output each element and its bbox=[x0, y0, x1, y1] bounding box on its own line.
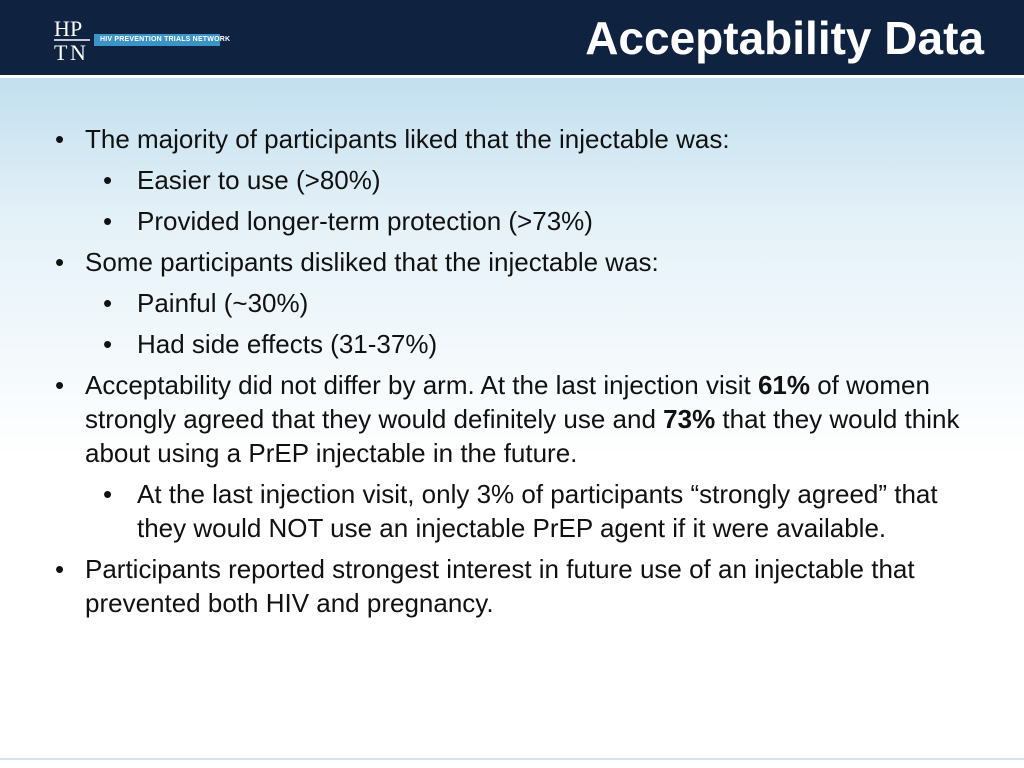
svg-text:P: P bbox=[70, 16, 82, 41]
bullet-text: Some participants disliked that the inje… bbox=[85, 247, 659, 277]
stat-73-percent: 73% bbox=[663, 404, 716, 434]
bullet-icon: • bbox=[55, 247, 65, 277]
logo-banner: HIV PREVENTION TRIALS NETWORK bbox=[94, 34, 230, 46]
bullet-text: At the last injection visit, only 3% of … bbox=[137, 479, 938, 543]
bullet-text-part: of women strongly agreed that they would… bbox=[85, 370, 930, 434]
bullet-icon: • bbox=[55, 554, 65, 584]
bullet-text: Easier to use (>80%) bbox=[137, 165, 381, 195]
sub-bullet-easier: • Easier to use (>80%) bbox=[55, 163, 975, 197]
bullet-icon: • bbox=[103, 206, 113, 236]
stat-61-percent: 61% bbox=[757, 370, 810, 400]
header-bar: H P T N HIV PREVENTION TRIALS NETWORK Ac… bbox=[0, 0, 1024, 75]
page-title: Acceptability Data bbox=[585, 12, 984, 64]
bullet-icon: • bbox=[103, 165, 113, 195]
svg-text:H: H bbox=[54, 16, 70, 41]
bullet-majority-liked: • The majority of participants liked tha… bbox=[55, 122, 975, 156]
content-background bbox=[0, 78, 1024, 768]
bullet-text: The majority of participants liked that … bbox=[85, 124, 730, 154]
bullet-future-interest: • Participants reported strongest intere… bbox=[55, 552, 975, 620]
bullet-icon: • bbox=[103, 288, 113, 318]
hptn-logo: H P T N HIV PREVENTION TRIALS NETWORK bbox=[50, 14, 230, 66]
bullet-text-part: Acceptability did not differ by arm. At … bbox=[85, 370, 758, 400]
hptn-logo-mark: H P T N bbox=[54, 16, 90, 65]
bullet-icon: • bbox=[55, 370, 65, 400]
bullet-some-disliked: • Some participants disliked that the in… bbox=[55, 245, 975, 279]
bullet-icon: • bbox=[103, 329, 113, 359]
bullet-text: Participants reported strongest interest… bbox=[85, 554, 915, 618]
bullet-text: Painful (~30%) bbox=[137, 288, 309, 318]
svg-text:T: T bbox=[54, 40, 68, 65]
footer-divider bbox=[0, 758, 1024, 760]
slide-body: • The majority of participants liked tha… bbox=[55, 122, 975, 627]
sub-bullet-not-use: • At the last injection visit, only 3% o… bbox=[55, 477, 975, 545]
header-divider bbox=[0, 75, 1024, 78]
bullet-text-part: that they would think about using a PrEP… bbox=[85, 404, 960, 468]
bullet-icon: • bbox=[103, 479, 113, 509]
sub-bullet-longer-protection: • Provided longer-term protection (>73%) bbox=[55, 204, 975, 238]
bullet-text: Provided longer-term protection (>73%) bbox=[137, 206, 593, 236]
bullet-acceptability: • Acceptability did not differ by arm. A… bbox=[55, 368, 975, 470]
sub-bullet-painful: • Painful (~30%) bbox=[55, 286, 975, 320]
svg-text:N: N bbox=[70, 40, 86, 65]
bullet-icon: • bbox=[55, 124, 65, 154]
bullet-text: Had side effects (31-37%) bbox=[137, 329, 438, 359]
sub-bullet-side-effects: • Had side effects (31-37%) bbox=[55, 327, 975, 361]
